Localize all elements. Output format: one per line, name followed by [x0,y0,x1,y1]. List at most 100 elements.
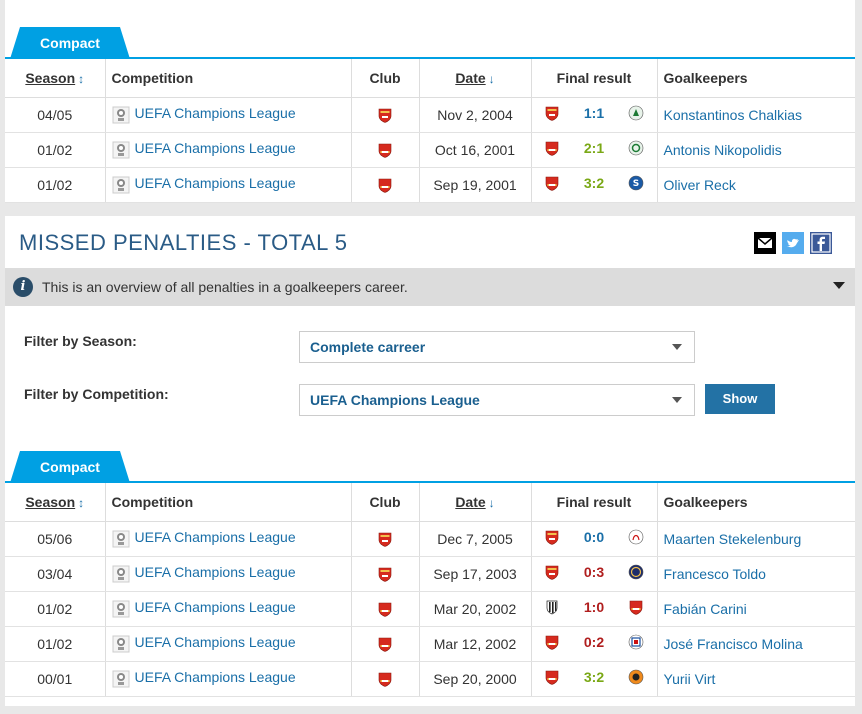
season-cell: 04/05 [5,97,106,133]
season-header[interactable]: Season ↕ [5,59,106,98]
twitter-share-button[interactable] [782,232,804,254]
table-row: 03/04 UEFA Champions League Sep 17, 2003 0:… [5,556,855,592]
goalkeeper-link[interactable]: Konstantinos Chalkias [663,106,803,123]
tab-detailed[interactable]: Detailed [120,27,235,59]
panathinaikos-crest-icon [628,105,644,121]
season-cell: 00/01 [5,661,106,697]
tab-compact[interactable]: Compact [10,451,130,483]
date-cell: Sep 17, 2003 [419,556,532,592]
goalkeeper-cell: Konstantinos Chalkias [657,97,855,133]
caret-down-icon[interactable] [833,282,845,289]
sort-down-icon: ↓ [488,495,495,510]
club-cell [351,521,420,557]
goalkeeper-cell: Oliver Reck [657,167,855,203]
arsenal-crest-icon [545,106,559,121]
arsenal-crest-icon [545,635,559,650]
email-share-button[interactable] [754,232,776,254]
club-header: Club [351,483,420,522]
table-row: 05/06 UEFA Champions League Dec 7, 2005 0:0… [5,521,855,557]
competition-link[interactable]: UEFA Champions League [134,140,296,157]
final-result-cell: 0:0 [531,521,658,557]
champions-league-icon [112,600,129,618]
score-link[interactable]: 0:2 [583,634,605,650]
chevron-down-icon [672,397,682,403]
juventus-crest-icon [546,600,558,615]
competition-select[interactable]: UEFA Champions League [299,384,695,416]
competition-cell: UEFA Champions League [105,626,352,662]
competition-link[interactable]: UEFA Champions League [134,529,296,546]
goalkeeper-cell: Maarten Stekelenburg [657,521,855,557]
goalkeeper-cell: Francesco Toldo [657,556,855,592]
arsenal-crest-icon [545,141,559,156]
date-cell: Sep 20, 2000 [419,661,532,697]
info-bar[interactable]: i This is an overview of all penalties i… [5,268,855,306]
tab-detailed[interactable]: Detailed [120,451,235,483]
season-cell: 01/02 [5,626,106,662]
date-header[interactable]: Date ↓ [419,483,532,522]
goalkeeper-link[interactable]: Maarten Stekelenburg [663,530,802,547]
score-link[interactable]: 1:0 [583,599,605,615]
goalkeeper-link[interactable]: Oliver Reck [663,176,736,193]
competition-link[interactable]: UEFA Champions League [134,599,296,616]
penalties-table: Season ↕ Competition Club Date ↓ Final res… [5,59,855,203]
season-cell: 01/02 [5,591,106,627]
goalkeeper-cell: Antonis Nikopolidis [657,132,855,168]
score-link[interactable]: 0:0 [583,529,605,545]
champions-league-icon [112,530,129,548]
email-icon [754,232,776,254]
competition-select-value: UEFA Champions League [310,392,480,408]
filter-season-label: Filter by Season: [24,333,137,349]
score-link[interactable]: 0:3 [583,564,605,580]
show-button[interactable]: Show [705,384,775,414]
club-cell [351,167,420,203]
score-link[interactable]: 3:2 [583,175,605,191]
table-row: 00/01 UEFA Champions League Sep 20, 2000 3:… [5,661,855,697]
season-header[interactable]: Season ↕ [5,483,106,522]
info-text: This is an overview of all penalties in … [42,279,408,295]
score-link[interactable]: 2:1 [583,140,605,156]
season-cell: 01/02 [5,132,106,168]
competition-link[interactable]: UEFA Champions League [134,634,296,651]
goalkeeper-link[interactable]: Yurii Virt [663,670,716,687]
competition-link[interactable]: UEFA Champions League [134,669,296,686]
champions-league-icon [112,176,129,194]
date-cell: Sep 19, 2001 [419,167,532,203]
goalkeepers-header: Goalkeepers [657,483,855,522]
competition-cell: UEFA Champions League [105,521,352,557]
final-result-cell: 0:3 [531,556,658,592]
olympiacos-crest-icon [628,140,644,156]
season-select[interactable]: Complete carreer [299,331,695,363]
facebook-share-button[interactable] [810,232,832,254]
club-cell [351,661,420,697]
date-header[interactable]: Date ↓ [419,59,532,98]
section-title: MISSED PENALTIES - TOTAL 5 [19,230,348,255]
table-header-row: Season ↕ Competition Club Date ↓ Final res… [5,483,855,522]
table-row: 04/05 UEFA Champions League Nov 2, 2004 1:1… [5,97,855,133]
tab-underline [5,481,855,483]
deportivo-crest-icon [628,634,644,650]
competition-link[interactable]: UEFA Champions League [134,105,296,122]
score-link[interactable]: 3:2 [583,669,605,685]
goalkeeper-link[interactable]: José Francisco Molina [663,635,803,652]
missed-penalties-table: Season ↕ Competition Club Date ↓ Final res… [5,483,855,697]
competition-header: Competition [105,483,352,522]
goalkeepers-header: Goalkeepers [657,59,855,98]
score-link[interactable]: 1:1 [583,105,605,121]
final-result-cell: 3:2 [531,661,658,697]
goalkeeper-link[interactable]: Francesco Toldo [663,565,766,582]
competition-link[interactable]: UEFA Champions League [134,175,296,192]
date-cell: Dec 7, 2005 [419,521,532,557]
competition-link[interactable]: UEFA Champions League [134,564,296,581]
goalkeeper-link[interactable]: Antonis Nikopolidis [663,141,782,158]
arsenal-crest-icon [378,567,392,582]
scored-penalties-panel: Detailed Compact Season ↕ Competition Clu… [5,0,855,203]
goalkeeper-link[interactable]: Fabián Carini [663,600,747,617]
ajax-crest-icon [628,529,644,545]
final-result-cell: 0:2 [531,626,658,662]
date-cell: Nov 2, 2004 [419,97,532,133]
club-cell [351,556,420,592]
sort-both-icon: ↕ [78,495,85,510]
tab-compact[interactable]: Compact [10,27,130,59]
arsenal-crest-icon [378,108,392,123]
date-cell: Mar 20, 2002 [419,591,532,627]
